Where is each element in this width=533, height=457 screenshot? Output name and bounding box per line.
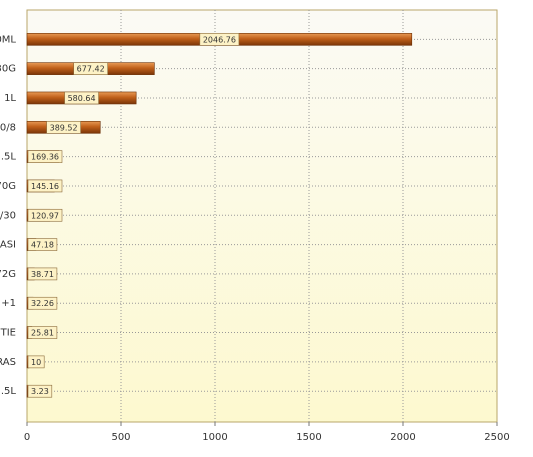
y-tick-label: 0/8 [0,122,16,133]
value-label-box [73,62,108,75]
value-label-box [199,33,240,46]
value-label-box [27,384,53,398]
y-tick-label: +1 [1,298,16,309]
y-tick-label: RAS [0,357,16,368]
plot-area [26,9,498,423]
value-label: 10 [31,358,41,367]
x-tick-label: 500 [111,432,130,443]
value-label-box [27,296,58,310]
value-label-box [64,91,99,105]
y-tick-label: .5L [1,152,17,163]
y-tick-label: /30 [0,210,16,221]
value-label: 580.64 [68,94,96,103]
x-tick-label: 2000 [390,432,415,443]
y-tick-label: .5L [1,386,17,397]
value-label: 120.97 [31,211,59,220]
value-label: 677.42 [77,65,105,74]
x-tick-label: 1500 [296,432,321,443]
value-label-box [27,238,58,251]
value-label-box [27,355,45,369]
value-label: 32.26 [31,299,54,308]
x-tick-label: 1000 [202,432,227,443]
value-label: 38.71 [31,270,54,279]
value-label-box [27,267,58,281]
value-label: 47.18 [31,241,54,250]
y-tick-label: 30G [0,64,16,75]
value-label: 2046.76 [203,35,236,44]
value-label-box [27,179,63,193]
y-tick-label: 1L [4,93,16,104]
value-label: 169.36 [31,153,59,162]
value-label-box [27,208,63,222]
x-tick-label: 2500 [484,432,509,443]
value-label: 3.23 [31,387,49,396]
y-tick-label: ASI [0,240,16,251]
bar [26,384,28,398]
value-label: 389.52 [50,123,78,132]
value-label: 25.81 [31,329,54,338]
y-tick-label: TIE [0,328,16,339]
value-label-box [27,150,63,163]
value-label-box [27,326,58,339]
y-tick-label: 72G [0,269,16,280]
value-label-box [46,120,81,134]
x-tick-label: 0 [24,432,30,443]
y-tick-label: 0ML [0,34,16,45]
value-label: 145.16 [31,182,59,191]
y-tick-label: 70G [0,181,16,192]
